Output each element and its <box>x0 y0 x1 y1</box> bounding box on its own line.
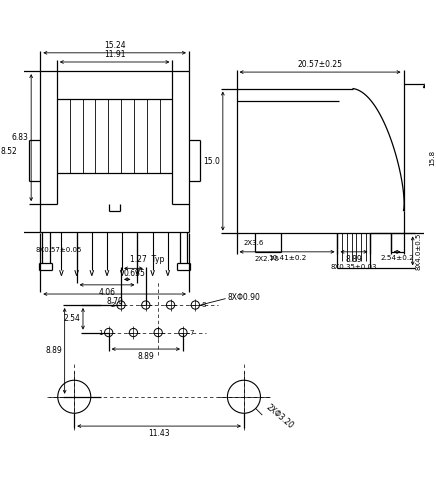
Text: 2.54: 2.54 <box>63 314 80 324</box>
Text: 2.54±0.2: 2.54±0.2 <box>380 254 414 260</box>
Text: 15.0: 15.0 <box>203 156 220 166</box>
Text: 2: 2 <box>111 302 115 308</box>
Text: 8.89: 8.89 <box>346 254 362 264</box>
Text: 6.83: 6.83 <box>11 133 28 142</box>
Text: 1: 1 <box>98 330 103 336</box>
Text: 8X0.35±0.03: 8X0.35±0.03 <box>331 264 377 270</box>
Text: 2X2.70: 2X2.70 <box>255 256 279 262</box>
Text: 8.70: 8.70 <box>106 297 123 306</box>
Text: 11.43: 11.43 <box>148 429 170 438</box>
Text: 8.89: 8.89 <box>45 346 62 356</box>
Text: 4.06: 4.06 <box>99 288 116 296</box>
Text: 15.8: 15.8 <box>429 150 435 166</box>
Text: 2XΦ3.20: 2XΦ3.20 <box>264 403 295 431</box>
Text: 8: 8 <box>201 302 206 308</box>
Text: 15.24: 15.24 <box>104 41 126 50</box>
Text: 1.27  Typ: 1.27 Typ <box>130 255 164 264</box>
Text: 0.635: 0.635 <box>124 268 146 278</box>
Text: 10.41±0.2: 10.41±0.2 <box>268 254 306 260</box>
Text: 2X3.6: 2X3.6 <box>244 240 264 246</box>
Text: 8.52: 8.52 <box>1 147 17 156</box>
Text: 7: 7 <box>189 330 194 336</box>
Text: 8X0.57±0.05: 8X0.57±0.05 <box>36 247 82 253</box>
Text: 8.89: 8.89 <box>137 352 154 361</box>
Text: 20.57±0.25: 20.57±0.25 <box>297 60 343 70</box>
Text: 11.91: 11.91 <box>104 50 126 59</box>
Text: 8XΦ0.90: 8XΦ0.90 <box>228 293 260 302</box>
Text: 8X4.0±0.5: 8X4.0±0.5 <box>416 232 422 270</box>
